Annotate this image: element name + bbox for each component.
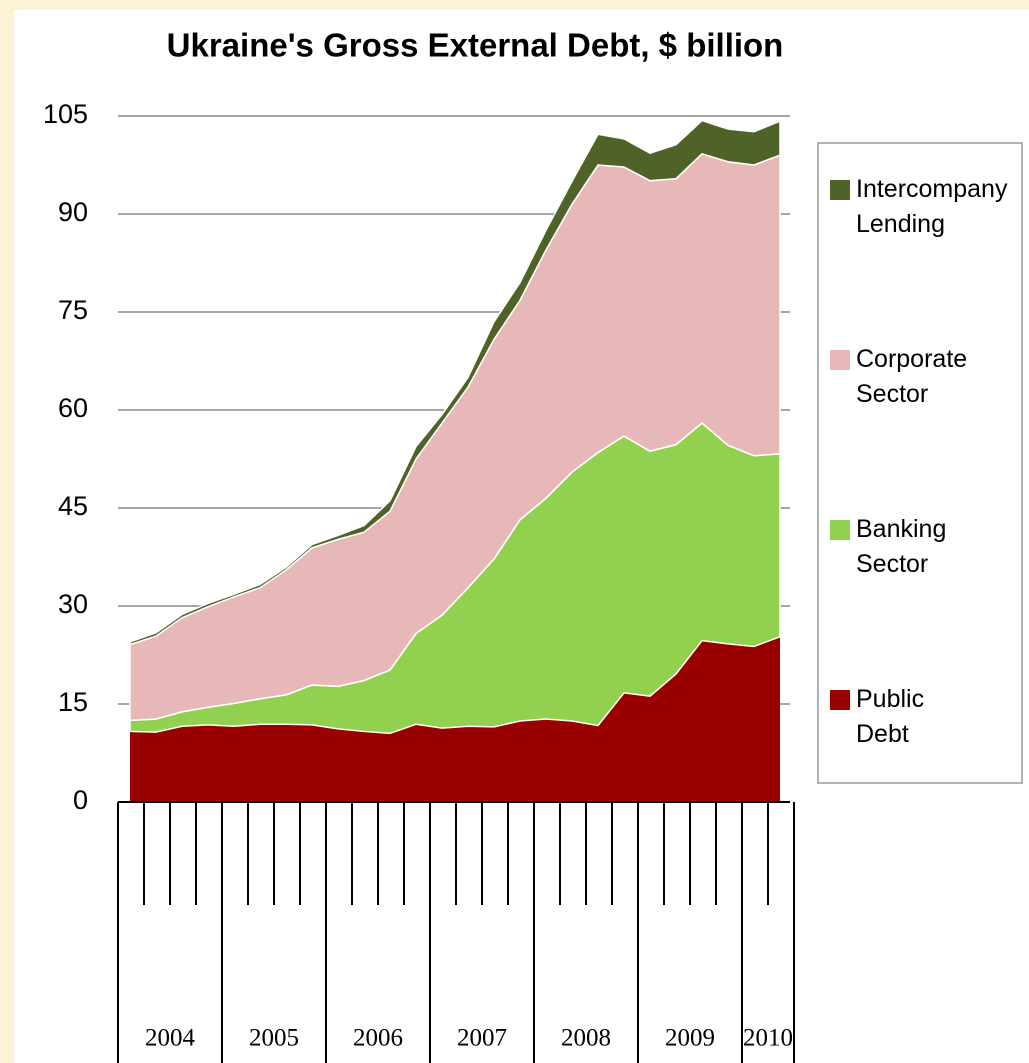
year-label: 2005 <box>249 1025 299 1052</box>
area <box>129 119 781 646</box>
legend-label: Corporate Sector <box>856 345 967 408</box>
area <box>130 636 780 802</box>
y-tick-label: 105 <box>43 99 88 129</box>
year-label: 2008 <box>561 1025 611 1052</box>
legend-swatch <box>830 690 850 710</box>
y-tick-label: 15 <box>58 687 88 717</box>
chart-title: Ukraine's Gross External Debt, $ billion <box>167 27 784 64</box>
legend-swatch <box>830 520 850 540</box>
year-label: 2009 <box>665 1025 715 1052</box>
y-tick-label: 45 <box>58 491 88 521</box>
year-label: 2010 <box>743 1025 793 1052</box>
y-tick-label: 0 <box>73 785 88 815</box>
y-tick-label: 90 <box>58 197 88 227</box>
year-label: 2004 <box>145 1025 196 1052</box>
legend-swatch <box>830 180 850 200</box>
y-tick-label: 60 <box>58 393 88 423</box>
y-tick-label: 30 <box>58 589 88 619</box>
legend-label: Banking Sector <box>856 515 946 578</box>
year-label: 2006 <box>353 1025 403 1052</box>
legend-label: Intercompany Lending <box>856 175 1008 238</box>
legend-label: Public Debt <box>856 685 924 748</box>
legend <box>817 142 1023 784</box>
year-label: 2007 <box>457 1025 507 1052</box>
y-tick-label: 75 <box>58 295 88 325</box>
legend-swatch <box>830 350 850 370</box>
